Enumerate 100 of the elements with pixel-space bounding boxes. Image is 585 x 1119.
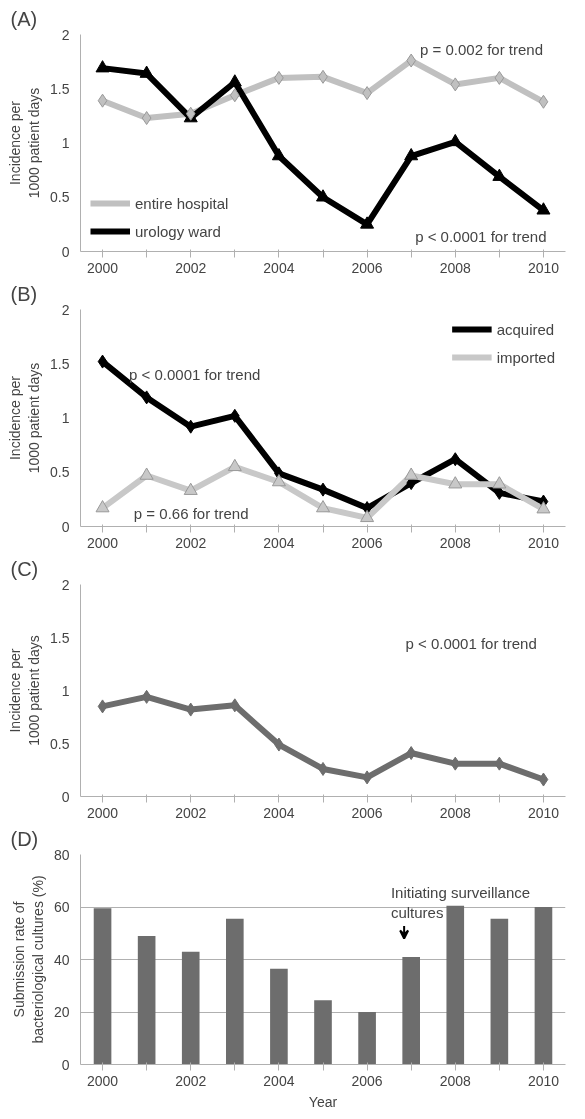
point: [229, 408, 240, 423]
bar: [181, 951, 200, 1065]
annotation: p < 0.0001 for trend: [415, 227, 547, 245]
point: [185, 702, 196, 717]
point: [492, 476, 507, 489]
y-tick-label: 0: [61, 518, 70, 535]
x-tick-label: 2004: [263, 259, 295, 276]
point: [406, 53, 417, 68]
point: [227, 458, 242, 472]
x-tick-label: 2000: [86, 259, 119, 276]
chart-title: (C): [10, 557, 39, 580]
point: [271, 148, 286, 161]
bar: [270, 968, 288, 1065]
y-tick-label: 1.5: [50, 629, 70, 646]
chart-title: (B): [10, 282, 38, 305]
x-tick-label: 2006: [351, 259, 383, 276]
bar: [534, 907, 553, 1065]
x-tick-label: 2004: [263, 534, 295, 551]
x-tick-label: 2002: [175, 259, 207, 276]
annotation: Initiating surveillance cultures: [390, 883, 531, 922]
y-axis-title: Submission rate of bacteriological cultures (%): [10, 875, 46, 1044]
y-tick-label: 0: [61, 1056, 70, 1073]
point: [494, 756, 505, 771]
point: [494, 70, 505, 85]
y-tick-label: 1.5: [50, 355, 70, 372]
y-tick-label: 1: [61, 135, 70, 151]
x-axis-title: Year: [308, 1093, 338, 1110]
y-tick-label: 0: [61, 243, 70, 260]
y-axis-title: Incidence per 1000 patient days: [6, 635, 43, 746]
bar: [490, 918, 509, 1065]
x-tick-label: 2004: [263, 804, 295, 821]
y-tick-label: 2: [61, 576, 70, 593]
x-tick-label: 2002: [175, 804, 207, 821]
x-tick-label: 2002: [175, 534, 207, 551]
y-tick-label: 1.5: [50, 80, 70, 97]
x-tick-label: 2006: [351, 1072, 383, 1089]
point: [229, 698, 240, 713]
y-tick-label: 0.5: [50, 735, 70, 752]
point: [227, 74, 242, 87]
point: [360, 509, 375, 523]
point: [139, 467, 154, 480]
y-tick-label: 40: [53, 951, 70, 968]
y-tick-label: 60: [53, 899, 70, 915]
x-tick-label: 2008: [439, 1072, 472, 1089]
annotation: p < 0.0001 for trend: [405, 635, 537, 653]
annotation: p = 0.002 for trend: [420, 41, 544, 59]
y-tick-label: 1: [61, 410, 70, 426]
bar: [402, 956, 420, 1065]
y-tick-label: 0: [61, 788, 70, 805]
bar: [314, 1000, 332, 1065]
y-tick-label: 20: [53, 1004, 70, 1020]
chart-title: (A): [10, 7, 38, 30]
point: [536, 501, 551, 514]
point: [139, 65, 154, 78]
point: [316, 189, 330, 202]
x-tick-label: 2008: [439, 804, 472, 821]
point: [141, 689, 152, 704]
x-tick-label: 2006: [351, 804, 383, 821]
point: [404, 148, 419, 161]
point: [229, 88, 240, 103]
y-tick-label: 2: [61, 301, 70, 318]
point: [448, 133, 463, 147]
x-tick-label: 2004: [263, 1072, 295, 1089]
point: [97, 354, 108, 369]
legend-label: urology ward: [135, 222, 221, 240]
point: [538, 94, 549, 109]
point: [538, 772, 549, 787]
y-tick-label: 80: [53, 846, 70, 863]
x-tick-label: 2010: [527, 534, 560, 551]
bar: [93, 908, 112, 1065]
point: [492, 168, 507, 181]
bar: [446, 905, 465, 1065]
annotation: p < 0.0001 for trend: [129, 365, 261, 383]
bar: [358, 1012, 376, 1065]
point: [406, 746, 417, 761]
point: [95, 500, 110, 513]
bar: [226, 918, 244, 1065]
legend-label: acquired: [496, 320, 555, 338]
x-tick-label: 2006: [351, 534, 383, 551]
point: [360, 216, 375, 229]
y-tick-label: 1: [61, 682, 70, 699]
chart-title: (D): [10, 827, 39, 850]
point: [536, 202, 551, 215]
point: [185, 106, 196, 121]
y-tick-label: 0.5: [50, 464, 70, 481]
point: [183, 482, 198, 495]
point: [316, 500, 330, 513]
y-axis-title: Incidence per 1000 patient days: [6, 362, 43, 474]
legend-label: entire hospital: [135, 194, 229, 212]
x-tick-label: 2002: [175, 1072, 207, 1089]
point: [97, 699, 108, 714]
x-tick-label: 2000: [86, 804, 119, 821]
point: [450, 452, 461, 467]
legend-label: imported: [496, 348, 555, 366]
point: [404, 467, 419, 480]
x-tick-label: 2010: [527, 259, 560, 276]
bar: [137, 935, 156, 1065]
x-tick-label: 2008: [439, 534, 472, 551]
y-axis-title: Incidence per 1000 patient days: [6, 87, 43, 199]
point: [185, 419, 196, 434]
